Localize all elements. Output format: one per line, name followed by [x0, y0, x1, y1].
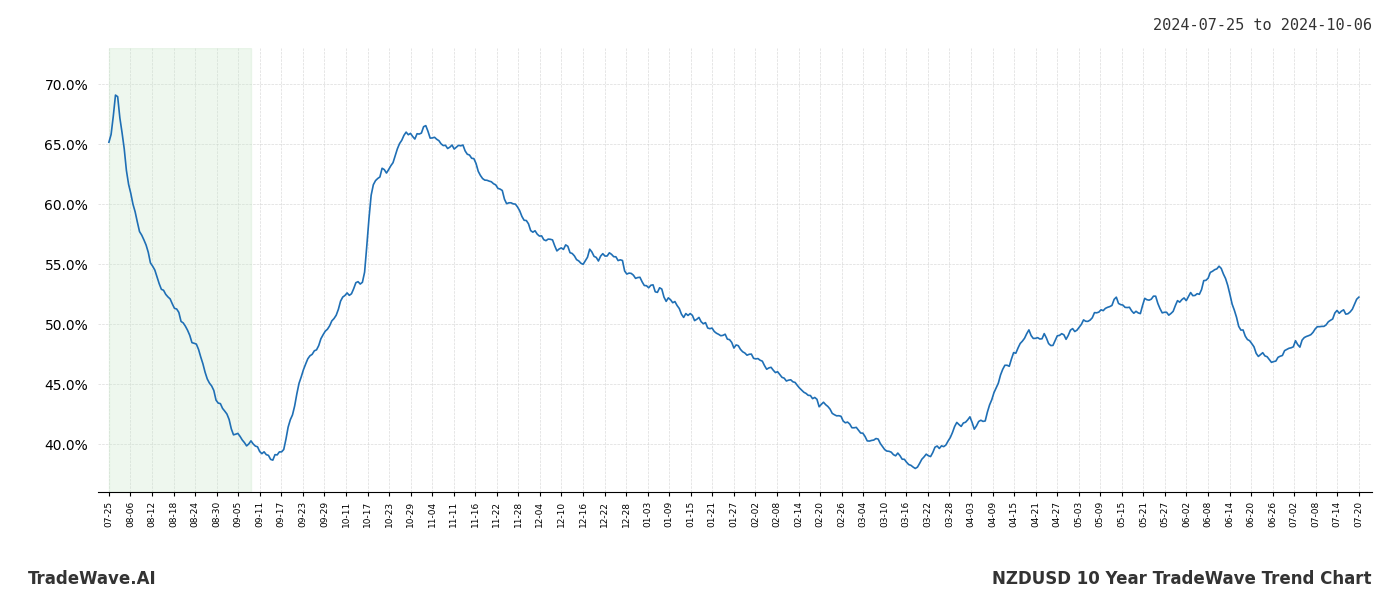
Text: TradeWave.AI: TradeWave.AI — [28, 570, 157, 588]
Bar — [109, 48, 251, 492]
Text: 2024-07-25 to 2024-10-06: 2024-07-25 to 2024-10-06 — [1154, 18, 1372, 33]
Text: NZDUSD 10 Year TradeWave Trend Chart: NZDUSD 10 Year TradeWave Trend Chart — [993, 570, 1372, 588]
